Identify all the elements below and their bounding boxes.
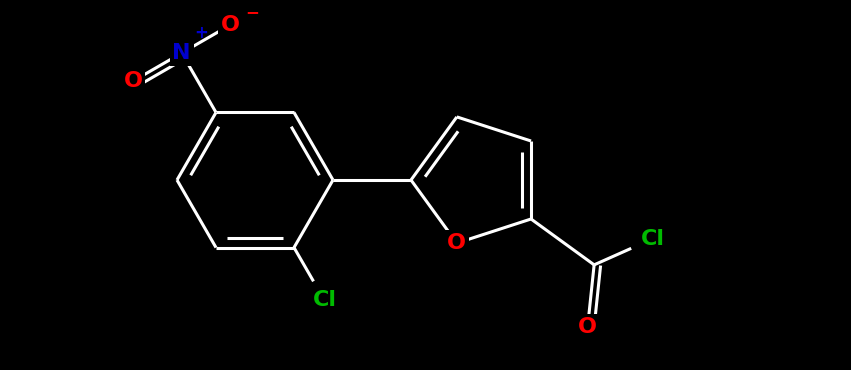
Text: −: − <box>245 3 260 21</box>
Text: O: O <box>578 317 597 337</box>
Text: Cl: Cl <box>312 290 336 310</box>
Text: Cl: Cl <box>641 229 665 249</box>
Text: O: O <box>448 233 466 253</box>
Text: +: + <box>195 24 208 42</box>
Text: O: O <box>220 15 240 35</box>
Text: O: O <box>123 71 143 91</box>
Text: N: N <box>173 43 191 63</box>
